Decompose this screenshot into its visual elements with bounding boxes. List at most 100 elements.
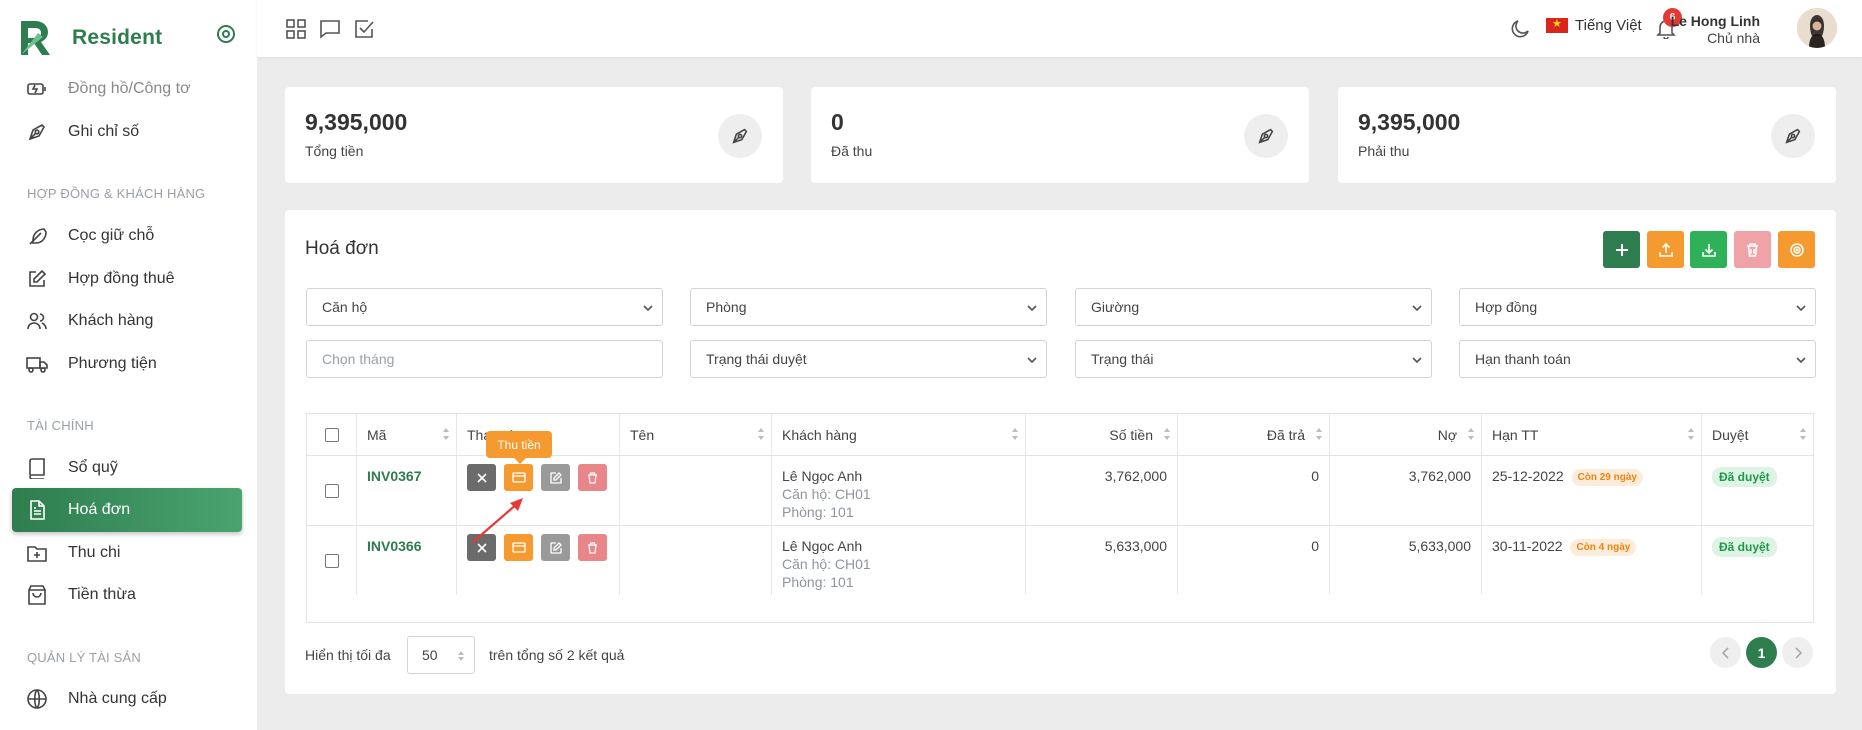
sidebar-item-overpayment[interactable]: Tiền thừa xyxy=(12,573,242,617)
column-label: Duyệt xyxy=(1712,426,1749,443)
customer-apartment: Căn hộ: CH01 xyxy=(782,486,871,502)
user-role: Chủ nhà xyxy=(1707,30,1760,46)
chevron-down-icon xyxy=(1412,305,1422,312)
feather-icon xyxy=(29,228,47,245)
settings-target-button[interactable] xyxy=(1778,231,1815,268)
chevron-down-icon xyxy=(643,305,653,312)
cancel-invoice-button[interactable] xyxy=(467,534,496,561)
sidebar-item-cashbook[interactable]: Sổ quỹ xyxy=(12,446,242,490)
credit-card-icon xyxy=(511,542,526,553)
download-button[interactable] xyxy=(1690,231,1727,268)
contract-select-value: Hợp đồng xyxy=(1475,299,1538,315)
edit-invoice-button[interactable] xyxy=(541,464,570,491)
sort-icon xyxy=(443,428,449,440)
truck-icon xyxy=(26,357,48,373)
month-picker[interactable]: Chọn tháng xyxy=(306,340,663,378)
row-checkbox[interactable] xyxy=(325,554,339,568)
add-button[interactable] xyxy=(1603,231,1640,268)
due-date-select[interactable]: Hạn thanh toán xyxy=(1459,340,1816,378)
status-badge: Đã duyệt xyxy=(1712,467,1777,487)
edit-invoice-button[interactable] xyxy=(541,534,570,561)
room-select[interactable]: Phòng xyxy=(690,288,1047,326)
stat-value: 0 xyxy=(831,109,844,135)
collect-payment-button[interactable] xyxy=(504,534,533,561)
sidebar-item-suppliers[interactable]: Nhà cung cấp xyxy=(12,677,242,721)
user-info[interactable]: Le Hong Linh Chủ nhà xyxy=(1671,13,1760,47)
page-button-current[interactable]: 1 xyxy=(1746,637,1777,668)
sidebar-item-label: Thu chi xyxy=(68,544,121,561)
sidebar-item-label: Ghi chỉ số xyxy=(68,123,140,140)
row-select-cell xyxy=(307,456,357,525)
per-page-select[interactable]: 50 xyxy=(407,636,475,674)
sort-icon xyxy=(1012,428,1018,440)
column-due[interactable]: Hạn TT xyxy=(1482,414,1702,455)
language-selector[interactable]: Tiếng Việt xyxy=(1546,17,1642,34)
stat-icon-wrap xyxy=(718,114,762,158)
approval-status-select[interactable]: Trạng thái duyệt xyxy=(690,340,1047,378)
file-text-icon xyxy=(30,500,45,520)
apartment-select[interactable]: Căn hộ xyxy=(306,288,663,326)
download-icon xyxy=(1701,243,1716,257)
sidebar-item-customers[interactable]: Khách hàng xyxy=(12,299,242,343)
due-cell: 30-11-2022 Còn 4 ngày xyxy=(1482,526,1702,595)
close-icon xyxy=(476,542,487,553)
next-page-button[interactable] xyxy=(1782,637,1813,668)
stat-icon-wrap xyxy=(1244,114,1288,158)
month-picker-placeholder: Chọn tháng xyxy=(322,351,395,367)
sidebar-item-deposits[interactable]: Cọc giữ chỗ xyxy=(12,214,242,258)
contract-select[interactable]: Hợp đồng xyxy=(1459,288,1816,326)
debt-cell: 5,633,000 xyxy=(1330,526,1482,595)
pen-tool-icon xyxy=(1785,128,1801,144)
cancel-invoice-button[interactable] xyxy=(467,464,496,491)
row-checkbox[interactable] xyxy=(325,484,339,498)
column-label: Hạn TT xyxy=(1492,426,1539,443)
check-square-icon[interactable] xyxy=(353,18,375,40)
delete-invoice-button[interactable] xyxy=(578,534,607,561)
collect-payment-button[interactable] xyxy=(504,464,533,491)
sidebar-item-readings[interactable]: Ghi chỉ số xyxy=(12,110,242,154)
folder-plus-icon xyxy=(27,546,47,562)
sidebar-item-income-expense[interactable]: Thu chi xyxy=(12,531,242,575)
sidebar-item-label: Sổ quỹ xyxy=(68,459,118,476)
sidebar-item-meters[interactable]: Đồng hồ/Công tơ xyxy=(12,67,242,111)
status-select[interactable]: Trạng thái xyxy=(1075,340,1432,378)
column-paid[interactable]: Đã trả xyxy=(1178,414,1330,455)
select-all-checkbox[interactable] xyxy=(324,427,339,442)
message-square-icon[interactable] xyxy=(319,18,341,40)
table-row: INV0366 Lê Ngọc Anh Căn hộ: CH01 Phòng: … xyxy=(307,525,1813,595)
delete-invoice-button[interactable] xyxy=(578,464,607,491)
pen-tool-icon xyxy=(1258,128,1274,144)
column-name[interactable]: Tên xyxy=(620,414,772,455)
invoice-code-link[interactable]: INV0367 xyxy=(367,468,422,484)
column-approval[interactable]: Duyệt xyxy=(1702,414,1813,455)
target-icon[interactable] xyxy=(215,23,237,45)
app-logo[interactable]: Resident xyxy=(18,19,162,57)
grid-icon[interactable] xyxy=(285,18,307,40)
sidebar-item-vehicles[interactable]: Phương tiện xyxy=(12,342,242,386)
column-amount[interactable]: Số tiền xyxy=(1026,414,1178,455)
column-code[interactable]: Mã xyxy=(357,414,457,455)
sidebar-item-invoices[interactable]: Hoá đơn xyxy=(12,488,242,532)
row-select-cell xyxy=(307,526,357,595)
sidebar-item-contracts[interactable]: Hợp đồng thuê xyxy=(12,257,242,301)
column-debt[interactable]: Nợ xyxy=(1330,414,1482,455)
sort-icon xyxy=(1164,428,1170,440)
column-customer[interactable]: Khách hàng xyxy=(772,414,1026,455)
delete-selected-button[interactable] xyxy=(1734,231,1771,268)
sidebar: Resident Đồng hồ/Công tơ Ghi chỉ số HỢP … xyxy=(0,0,257,730)
due-cell: 25-12-2022 Còn 29 ngày xyxy=(1482,456,1702,525)
column-label: Khách hàng xyxy=(782,426,857,443)
moon-icon[interactable] xyxy=(1509,18,1531,40)
apartment-select-value: Căn hộ xyxy=(322,299,368,315)
table-row: INV0367 Lê Ngọc Anh Căn hộ: CH01 Phòng: … xyxy=(307,455,1813,525)
target-icon xyxy=(1789,242,1804,257)
pen-tool-icon xyxy=(28,124,45,141)
invoice-code-link[interactable]: INV0366 xyxy=(367,538,422,554)
prev-page-button[interactable] xyxy=(1710,637,1741,668)
upload-button[interactable] xyxy=(1647,231,1684,268)
bed-select[interactable]: Giường xyxy=(1075,288,1432,326)
tooltip: Thu tiền xyxy=(486,431,552,464)
avatar[interactable] xyxy=(1797,8,1837,48)
top-bar: Tiếng Việt 6 Le Hong Linh Chủ nhà xyxy=(257,0,1862,57)
customer-name: Lê Ngọc Anh xyxy=(782,538,863,554)
